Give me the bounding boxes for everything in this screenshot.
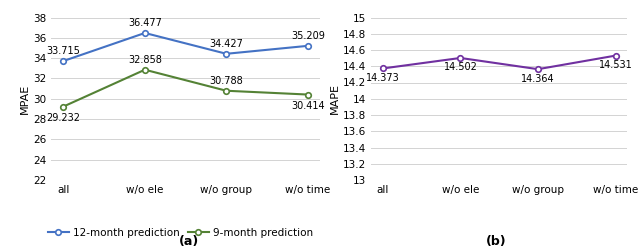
Text: 14.531: 14.531 xyxy=(598,60,632,70)
12-month prediction xyxy=(612,54,620,57)
Text: 30.788: 30.788 xyxy=(209,76,243,86)
Text: 14.502: 14.502 xyxy=(444,62,477,72)
12-month prediction xyxy=(141,32,148,34)
12-month prediction xyxy=(379,67,387,70)
12-month prediction xyxy=(60,60,67,62)
Y-axis label: MPAE: MPAE xyxy=(20,84,30,114)
9-month prediction xyxy=(304,93,312,96)
Text: 35.209: 35.209 xyxy=(291,31,324,41)
12-month prediction xyxy=(304,44,312,47)
12-month prediction xyxy=(534,68,542,71)
12-month prediction xyxy=(223,52,230,55)
9-month prediction xyxy=(60,105,67,108)
Text: 33.715: 33.715 xyxy=(47,46,81,56)
Text: 32.858: 32.858 xyxy=(128,55,162,65)
Line: 9-month prediction: 9-month prediction xyxy=(61,67,310,109)
Text: 36.477: 36.477 xyxy=(128,18,162,28)
12-month prediction xyxy=(456,56,464,59)
Y-axis label: MAPE: MAPE xyxy=(330,83,340,114)
Text: 14.364: 14.364 xyxy=(521,74,555,84)
Text: 34.427: 34.427 xyxy=(209,39,243,49)
Text: 29.232: 29.232 xyxy=(47,113,81,123)
Line: 12-month prediction: 12-month prediction xyxy=(380,53,618,72)
9-month prediction xyxy=(223,89,230,92)
Legend: 12-month prediction, 9-month prediction: 12-month prediction, 9-month prediction xyxy=(44,224,317,242)
Text: (b): (b) xyxy=(486,234,506,248)
Text: 30.414: 30.414 xyxy=(291,101,324,111)
Text: (a): (a) xyxy=(179,234,199,248)
Line: 12-month prediction: 12-month prediction xyxy=(61,30,310,64)
Text: 14.373: 14.373 xyxy=(366,73,400,83)
9-month prediction xyxy=(141,68,148,71)
